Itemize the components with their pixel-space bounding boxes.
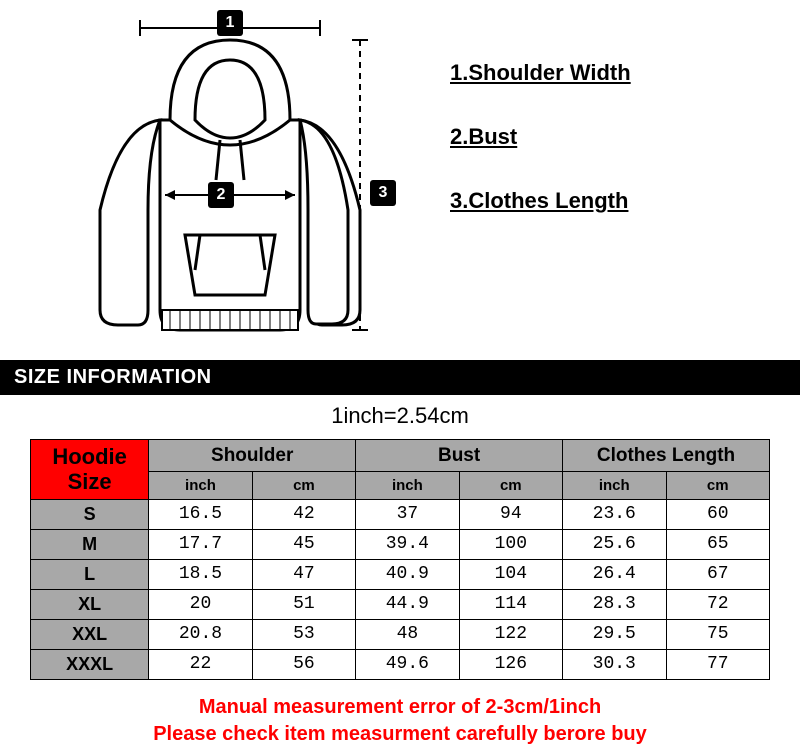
legend: 1.Shoulder Width 2.Bust 3.Clothes Length <box>450 60 780 252</box>
size-value: 48 <box>356 619 459 649</box>
size-value: 114 <box>459 589 562 619</box>
legend-item-3: 3.Clothes Length <box>450 188 780 214</box>
size-value: 104 <box>459 559 562 589</box>
unit: inch <box>149 472 252 499</box>
table-row: L18.54740.910426.467 <box>31 559 770 589</box>
size-value: 23.6 <box>563 499 666 529</box>
table-row: XXL20.8534812229.575 <box>31 619 770 649</box>
size-value: 26.4 <box>563 559 666 589</box>
group-shoulder: Shoulder <box>149 440 356 472</box>
size-label: L <box>31 559 149 589</box>
size-label: XXL <box>31 619 149 649</box>
warning-line2: Please check item measurment carefully b… <box>0 721 800 748</box>
size-value: 45 <box>252 529 355 559</box>
size-value: 28.3 <box>563 589 666 619</box>
warning-line1: Manual measurement error of 2-3cm/1inch <box>0 694 800 721</box>
legend-item-2: 2.Bust <box>450 124 780 150</box>
size-label: XXXL <box>31 649 149 679</box>
size-value: 42 <box>252 499 355 529</box>
corner-line1: Hoodie <box>31 444 148 469</box>
size-value: 22 <box>149 649 252 679</box>
table-row: XL205144.911428.372 <box>31 589 770 619</box>
group-bust: Bust <box>356 440 563 472</box>
conversion-text: 1inch=2.54cm <box>0 395 800 439</box>
unit: cm <box>666 472 770 499</box>
size-value: 29.5 <box>563 619 666 649</box>
size-table: Hoodie Size Shoulder Bust Clothes Length… <box>30 439 770 680</box>
table-row: S16.542379423.660 <box>31 499 770 529</box>
size-info-bar: SIZE INFORMATION <box>0 360 800 395</box>
size-value: 44.9 <box>356 589 459 619</box>
size-value: 60 <box>666 499 770 529</box>
unit: cm <box>459 472 562 499</box>
size-value: 39.4 <box>356 529 459 559</box>
unit: cm <box>252 472 355 499</box>
size-value: 72 <box>666 589 770 619</box>
warning-text: Manual measurement error of 2-3cm/1inch … <box>0 694 800 748</box>
table-row: M17.74539.410025.665 <box>31 529 770 559</box>
marker-1: 1 <box>217 10 243 36</box>
size-value: 17.7 <box>149 529 252 559</box>
size-value: 67 <box>666 559 770 589</box>
size-value: 16.5 <box>149 499 252 529</box>
size-value: 94 <box>459 499 562 529</box>
size-value: 65 <box>666 529 770 559</box>
group-length: Clothes Length <box>563 440 770 472</box>
corner-line2: Size <box>31 469 148 494</box>
size-value: 49.6 <box>356 649 459 679</box>
size-label: M <box>31 529 149 559</box>
size-value: 77 <box>666 649 770 679</box>
unit: inch <box>356 472 459 499</box>
size-value: 47 <box>252 559 355 589</box>
size-value: 40.9 <box>356 559 459 589</box>
size-value: 20.8 <box>149 619 252 649</box>
size-value: 18.5 <box>149 559 252 589</box>
legend-item-1: 1.Shoulder Width <box>450 60 780 86</box>
size-label: S <box>31 499 149 529</box>
size-value: 53 <box>252 619 355 649</box>
unit: inch <box>563 472 666 499</box>
size-value: 25.6 <box>563 529 666 559</box>
size-value: 100 <box>459 529 562 559</box>
diagram-region: 1 2 3 1.Shoulder Width 2.Bust 3.Clothes … <box>0 0 800 360</box>
size-value: 75 <box>666 619 770 649</box>
table-row: XXXL225649.612630.377 <box>31 649 770 679</box>
marker-3: 3 <box>370 180 396 206</box>
size-value: 30.3 <box>563 649 666 679</box>
size-value: 51 <box>252 589 355 619</box>
size-value: 20 <box>149 589 252 619</box>
size-label: XL <box>31 589 149 619</box>
marker-2: 2 <box>208 182 234 208</box>
size-table-body: S16.542379423.660M17.74539.410025.665L18… <box>31 499 770 679</box>
size-value: 56 <box>252 649 355 679</box>
size-table-wrap: Hoodie Size Shoulder Bust Clothes Length… <box>0 439 800 680</box>
size-value: 126 <box>459 649 562 679</box>
size-value: 122 <box>459 619 562 649</box>
table-corner: Hoodie Size <box>31 440 149 500</box>
hoodie-diagram: 1 2 3 <box>30 10 430 350</box>
size-value: 37 <box>356 499 459 529</box>
